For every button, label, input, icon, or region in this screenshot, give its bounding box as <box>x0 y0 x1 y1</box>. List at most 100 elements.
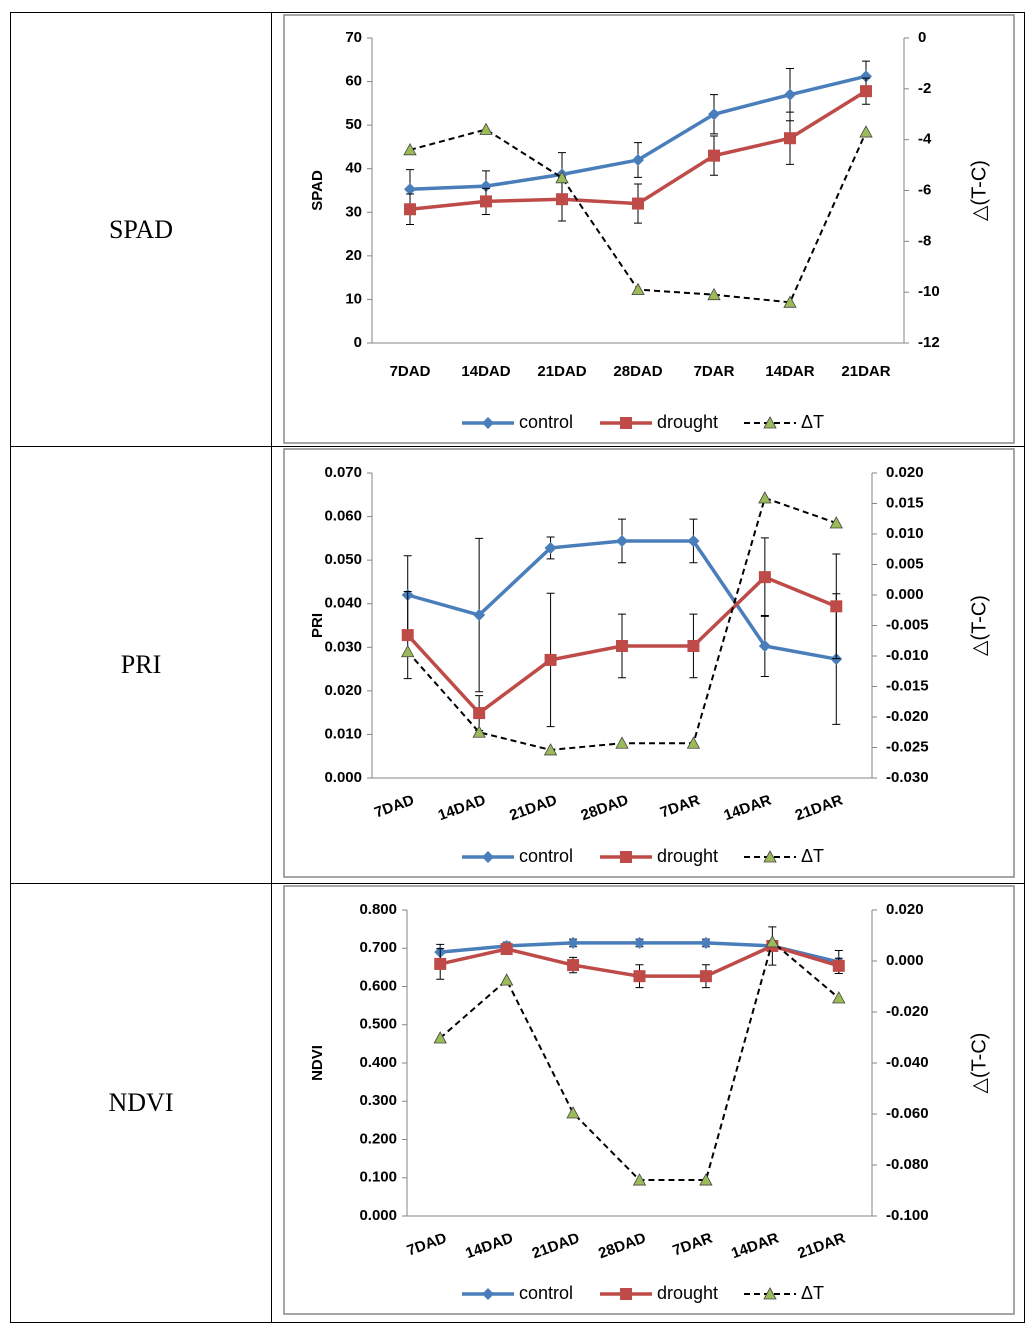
y-tick-label: 40 <box>345 160 362 177</box>
data-point <box>480 180 492 193</box>
x-tick-label: 21DAR <box>841 363 890 380</box>
legend-marker <box>620 851 632 863</box>
y2-tick-label: -0.080 <box>886 1156 929 1173</box>
data-point <box>758 491 772 504</box>
data-point <box>403 142 417 156</box>
y-tick-label: 20 <box>345 247 362 264</box>
chart-frame <box>283 14 1015 444</box>
y2-tick-label: -0.100 <box>886 1207 929 1224</box>
y2-tick-label: -0.060 <box>886 1105 929 1122</box>
legend-label: control <box>519 846 573 866</box>
y2-tick-label: -0.005 <box>886 616 929 633</box>
data-point <box>473 609 486 622</box>
data-point <box>632 197 644 210</box>
data-point <box>632 1173 647 1186</box>
y2-tick-label: 0.000 <box>886 586 924 603</box>
data-point <box>567 959 580 972</box>
y2-tick-label: 0.020 <box>886 464 924 481</box>
y-tick-label: 60 <box>345 73 362 90</box>
y-axis-title: SPAD <box>309 170 326 211</box>
data-point <box>765 935 780 948</box>
legend-marker <box>482 851 494 863</box>
y2-tick-label: -6 <box>918 181 931 198</box>
data-point <box>566 1106 580 1119</box>
y-tick-label: 0.800 <box>359 901 397 918</box>
y2-tick-label: -0.015 <box>886 677 929 694</box>
y-tick-label: 0.000 <box>359 1207 397 1224</box>
chart-frame <box>283 885 1015 1315</box>
y-tick-label: 0.000 <box>324 769 362 786</box>
legend-label: drought <box>657 412 718 432</box>
y2-tick-label: -0.020 <box>886 708 929 725</box>
legend-label: drought <box>657 846 718 866</box>
y-tick-label: 0.020 <box>324 682 362 699</box>
y2-axis-title: △(T-C) <box>968 1033 990 1094</box>
y-tick-label: 0.030 <box>324 638 362 655</box>
y2-axis-title: △(T-C) <box>968 160 990 221</box>
data-point <box>633 936 646 949</box>
chart: 0.000 0.100 0.200 0.300 0.400 0.500 0.600 0.700… <box>283 885 1015 1315</box>
x-tick-label: 21DAD <box>537 363 586 380</box>
data-point <box>556 193 568 206</box>
data-point <box>860 70 872 83</box>
data-point <box>783 295 797 308</box>
row-label: SPAD <box>10 12 272 447</box>
x-tick-label: 28DAD <box>579 791 631 824</box>
row-label: NDVI <box>10 883 272 1323</box>
y2-tick-label: 0.000 <box>886 952 924 969</box>
data-point <box>631 282 645 296</box>
y2-tick-label: -2 <box>918 80 931 97</box>
y-tick-label: 70 <box>345 29 362 46</box>
chart-cell: 0.000 0.010 0.020 0.030 0.040 0.050 0.060 0.070… <box>271 446 1025 884</box>
y2-tick-label: 0.010 <box>886 525 924 542</box>
y-tick-label: 0.200 <box>359 1130 397 1147</box>
data-point <box>404 203 416 216</box>
legend-label: drought <box>657 1283 718 1303</box>
x-tick-label: 14DAR <box>729 1229 781 1262</box>
y-tick-label: 0.060 <box>324 508 362 525</box>
data-point <box>832 959 845 972</box>
x-tick-label: 28DAD <box>596 1229 648 1262</box>
data-point <box>544 653 557 666</box>
data-point <box>758 639 771 652</box>
y-tick-label: 30 <box>345 203 362 220</box>
data-point <box>784 88 796 101</box>
x-tick-label: 14DAD <box>436 791 488 824</box>
y-tick-label: 0.600 <box>359 977 397 994</box>
y-tick-label: 0 <box>354 334 362 351</box>
legend-label: ΔT <box>801 1283 824 1303</box>
legend-marker <box>763 1287 777 1300</box>
legend-marker <box>763 416 777 429</box>
y-tick-label: 0.040 <box>324 595 362 612</box>
data-point <box>830 600 843 613</box>
data-point <box>708 108 720 121</box>
x-tick-label: 7DAR <box>670 1229 714 1259</box>
data-point <box>401 644 415 658</box>
data-point <box>544 541 557 554</box>
x-tick-label: 7DAD <box>405 1229 449 1259</box>
x-tick-label: 21DAR <box>793 791 845 824</box>
y-tick-label: 0.050 <box>324 551 362 568</box>
y2-tick-label: -0.025 <box>886 738 929 755</box>
x-tick-label: 14DAR <box>722 791 774 824</box>
y-tick-label: 0.070 <box>324 464 362 481</box>
data-point <box>473 707 486 720</box>
y2-tick-label: 0 <box>918 29 926 46</box>
legend-marker <box>620 417 632 429</box>
data-point <box>433 1031 447 1044</box>
x-tick-label: 7DAD <box>372 791 416 821</box>
x-tick-label: 28DAD <box>613 363 662 380</box>
y2-axis-title: △(T-C) <box>968 595 990 656</box>
data-point <box>472 725 486 738</box>
data-point <box>707 287 721 301</box>
data-point <box>699 936 712 949</box>
y2-tick-label: 0.005 <box>886 555 924 572</box>
y2-tick-label: -0.040 <box>886 1054 929 1071</box>
y2-tick-label: -8 <box>918 232 931 249</box>
data-point <box>686 736 701 749</box>
chart: 0 10 20 30 40 50 60 70 -12 -10 -8 -6 -4 -2 0 7DAD 14DAD 2… <box>283 14 1015 444</box>
row-label: PRI <box>10 446 272 884</box>
data-point <box>499 973 514 986</box>
data-point <box>404 183 416 196</box>
y-tick-label: 0.500 <box>359 1016 397 1033</box>
